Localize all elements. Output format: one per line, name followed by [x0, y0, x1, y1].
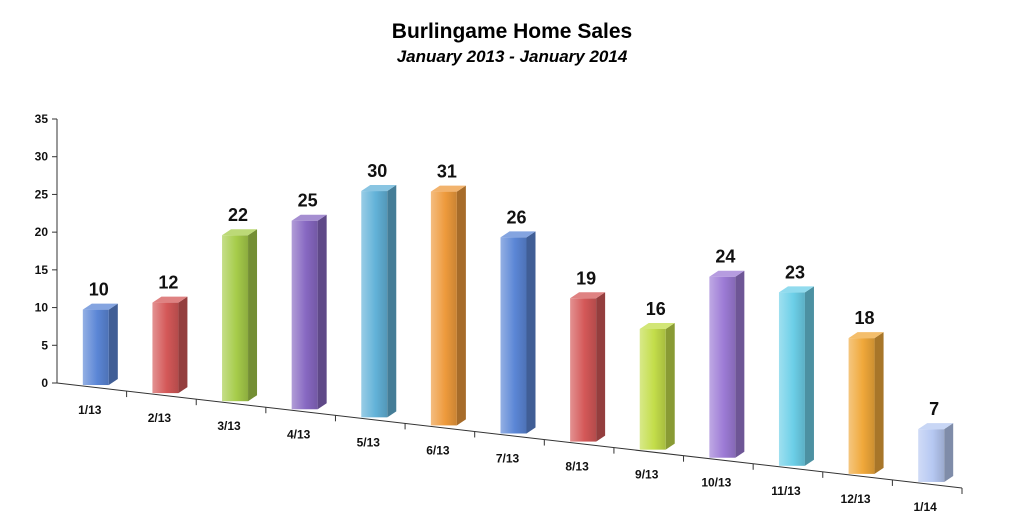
x-tick-label: 6/13: [426, 443, 450, 457]
bar-side: [596, 292, 606, 442]
bar-top: [639, 322, 675, 329]
data-label: 24: [715, 247, 735, 267]
data-label: 7: [929, 399, 939, 419]
bar-8/13: [570, 292, 606, 442]
bar-top: [361, 185, 397, 192]
y-tick-label: 5: [41, 338, 48, 352]
chart-subtitle: January 2013 - January 2014: [397, 47, 628, 66]
bar-9/13: [639, 322, 675, 450]
y-tick-label: 20: [35, 225, 49, 239]
bar-10/13: [709, 270, 745, 458]
bar-front: [361, 191, 388, 418]
x-tick-label: 9/13: [635, 468, 659, 482]
bar-side: [944, 423, 954, 482]
bar-side: [317, 214, 327, 410]
bar-side: [108, 303, 118, 386]
bar-top: [430, 185, 466, 192]
bar-top: [500, 231, 536, 238]
x-tick-label: 8/13: [565, 460, 589, 474]
bar-front: [500, 237, 527, 434]
x-tick-label: 10/13: [701, 476, 731, 490]
bar-top: [291, 214, 327, 221]
data-label: 10: [89, 280, 109, 300]
bar-front: [918, 429, 945, 482]
bar-1/14: [918, 423, 954, 482]
bar-1/13: [82, 303, 118, 386]
bar-front: [222, 235, 249, 402]
x-tick-label: 11/13: [771, 484, 801, 498]
bar-front: [291, 220, 318, 410]
bar-side: [735, 270, 745, 458]
data-label: 12: [158, 273, 178, 293]
x-tick-label: 5/13: [357, 435, 381, 449]
bars-group: [82, 185, 954, 482]
x-axis-line: [56, 382, 963, 489]
bar-top: [570, 292, 606, 299]
bar-front: [430, 191, 457, 426]
bar-side: [387, 185, 397, 418]
x-tick-label: 2/13: [148, 411, 172, 425]
bar-front: [778, 292, 805, 466]
bar-side: [456, 185, 466, 426]
x-tick-label: 7/13: [496, 452, 520, 466]
bar-top: [152, 296, 188, 303]
bar-side: [874, 332, 884, 474]
bar-top: [778, 286, 814, 293]
bar-4/13: [291, 214, 327, 410]
bar-front: [639, 328, 666, 450]
chart-title: Burlingame Home Sales: [392, 20, 632, 43]
bar-top: [709, 270, 745, 277]
data-label: 22: [228, 205, 248, 225]
x-tick-label: 1/14: [914, 500, 938, 512]
data-labels-group: 10 12 22 25 30 31 26 19 16 24 23 18 7: [89, 161, 939, 419]
x-tick-label: 4/13: [287, 427, 311, 441]
bar-top: [918, 423, 954, 430]
data-label: 18: [855, 308, 875, 328]
bar-front: [152, 302, 179, 394]
bar-7/13: [500, 231, 536, 434]
bar-top: [222, 229, 258, 236]
data-label: 19: [576, 268, 596, 288]
bar-2/13: [152, 296, 188, 394]
bar-front: [709, 276, 736, 458]
y-tick-label: 10: [35, 301, 49, 315]
bar-front: [848, 338, 875, 474]
bar-top: [848, 332, 884, 339]
y-tick-label: 0: [41, 376, 48, 390]
data-label: 31: [437, 162, 457, 182]
bar-side: [526, 231, 536, 434]
bar-11/13: [778, 286, 814, 466]
bar-side: [248, 229, 258, 402]
bar-side: [804, 286, 814, 466]
axes: 0 5 10 15 20 25 30 35 1/13 2/13 3/13 4/13 5/13 6/13 7/…: [35, 112, 963, 512]
bar-side: [665, 322, 675, 450]
bar-top: [82, 303, 118, 310]
x-tick-label: 1/13: [78, 403, 102, 417]
data-label: 26: [506, 207, 526, 227]
y-tick-label: 30: [35, 150, 49, 164]
y-tick-label: 35: [35, 112, 49, 126]
bar-front: [82, 309, 109, 386]
data-label: 23: [785, 262, 805, 282]
bar-front: [570, 298, 597, 442]
bar-12/13: [848, 332, 884, 474]
bar-3/13: [222, 229, 258, 402]
bar-side: [178, 296, 188, 394]
x-tick-label: 12/13: [841, 492, 871, 506]
bar-6/13: [430, 185, 466, 426]
data-label: 25: [298, 191, 318, 211]
bar-5/13: [361, 185, 397, 418]
y-tick-label: 25: [35, 187, 49, 201]
data-label: 16: [646, 299, 666, 319]
y-tick-label: 15: [35, 263, 49, 277]
x-tick-label: 3/13: [217, 419, 241, 433]
data-label: 30: [367, 161, 387, 181]
